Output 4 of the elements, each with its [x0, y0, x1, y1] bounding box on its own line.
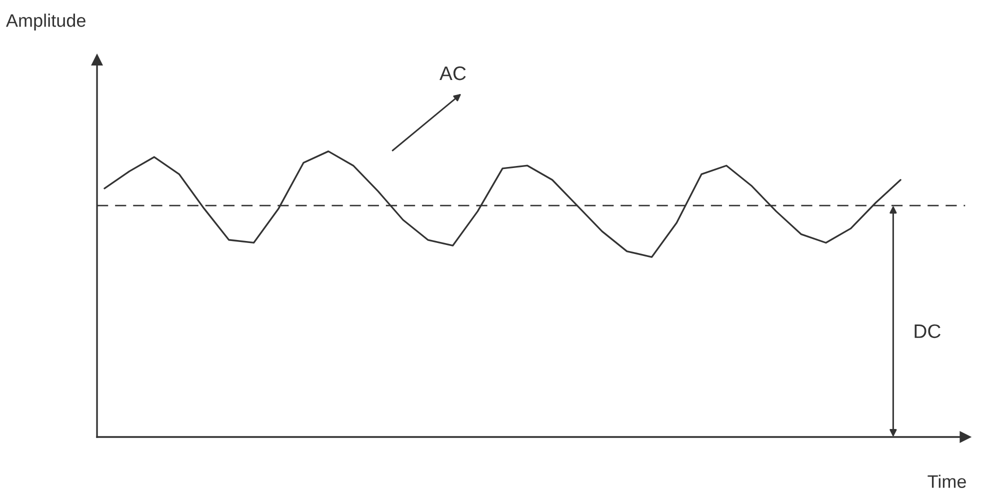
text: Amplitude: [6, 14, 86, 31]
x-axis-title: Time: [928, 474, 966, 488]
text: AC: [440, 66, 466, 80]
ref-line-label: DC: [914, 324, 940, 338]
